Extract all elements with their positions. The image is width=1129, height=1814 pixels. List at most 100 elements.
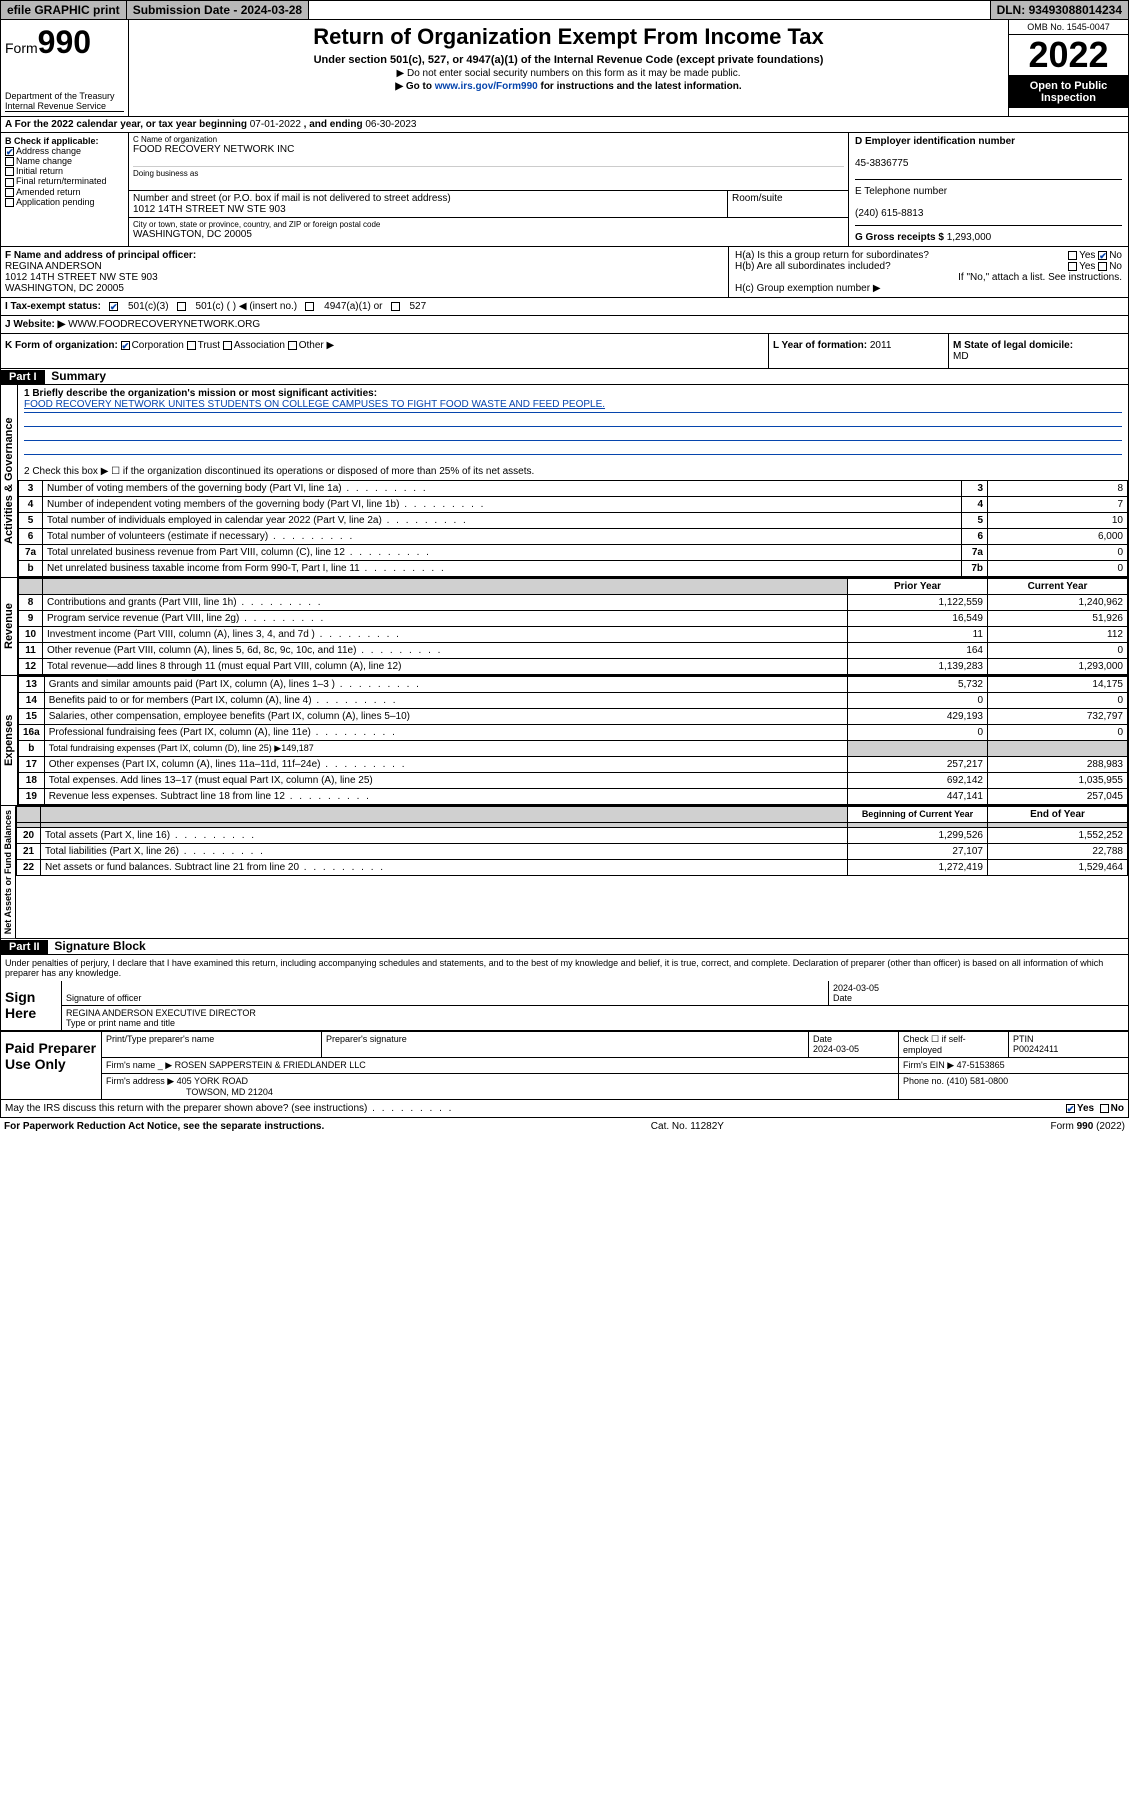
- hc-label: H(c) Group exemption number ▶: [735, 283, 1122, 294]
- line-5-num: 5: [19, 513, 43, 529]
- dba-label: Doing business as: [133, 166, 844, 178]
- firm-addr2: TOWSON, MD 21204: [186, 1087, 273, 1097]
- may-no: No: [1111, 1103, 1124, 1114]
- checkbox-trust[interactable]: [187, 341, 196, 350]
- period-middle: , and ending: [301, 119, 365, 130]
- website-label: J Website: ▶: [5, 319, 65, 330]
- opt-501c: 501(c) ( ) ◀ (insert no.): [196, 301, 298, 312]
- checkbox-corporation[interactable]: [121, 341, 130, 350]
- line-3-box: 3: [962, 481, 988, 497]
- spacer: [309, 1, 990, 19]
- mission-blank-3: [24, 441, 1122, 455]
- label-name-change: Name change: [16, 156, 72, 166]
- table-row: 19Revenue less expenses. Subtract line 1…: [19, 789, 1128, 805]
- tax-year: 2022: [1009, 35, 1128, 76]
- box-h: H(a) Is this a group return for subordin…: [728, 247, 1128, 297]
- header-center: Return of Organization Exempt From Incom…: [129, 20, 1008, 116]
- website-row: J Website: ▶ WWW.FOODRECOVERYNETWORK.ORG: [1, 316, 1128, 334]
- submission-date-cell: Submission Date - 2024-03-28: [127, 1, 309, 19]
- table-row: 21Total liabilities (Part X, line 26)27,…: [17, 844, 1128, 860]
- ha-label: H(a) Is this a group return for subordin…: [735, 250, 929, 261]
- table-row: 15Salaries, other compensation, employee…: [19, 709, 1128, 725]
- part-1-title: Summary: [47, 367, 110, 385]
- room-label: Room/suite: [732, 193, 844, 204]
- line-2-text: 2 Check this box ▶ ☐ if the organization…: [24, 466, 1122, 477]
- gross-receipts-label: G Gross receipts $: [855, 232, 947, 243]
- efile-label[interactable]: efile GRAPHIC print: [1, 1, 127, 19]
- netassets-table: Beginning of Current YearEnd of Year 20T…: [16, 806, 1128, 876]
- opt-527: 527: [410, 301, 427, 312]
- street-value: 1012 14TH STREET NW STE 903: [133, 204, 723, 215]
- label-address-change: Address change: [16, 146, 81, 156]
- ha-no: No: [1109, 250, 1122, 261]
- checkbox-4947[interactable]: [305, 302, 314, 311]
- sub3-pre: ▶ Go to: [395, 81, 434, 92]
- tax-status-label: I Tax-exempt status:: [5, 301, 101, 312]
- expenses-section: Expenses 13Grants and similar amounts pa…: [0, 676, 1129, 806]
- street-row: Number and street (or P.O. box if mail i…: [129, 191, 848, 218]
- checkbox-501c3[interactable]: [109, 302, 118, 311]
- line-5-text: Total number of individuals employed in …: [43, 513, 962, 529]
- hb-yes: Yes: [1079, 261, 1095, 272]
- checkbox-ha-no[interactable]: [1098, 251, 1107, 260]
- sig-officer-label: Signature of officer: [66, 993, 141, 1003]
- checkbox-may-no[interactable]: [1100, 1104, 1109, 1113]
- h-b-row: H(b) Are all subordinates included? Yes …: [735, 261, 1122, 272]
- table-row: 9Program service revenue (Part VIII, lin…: [19, 611, 1128, 627]
- checkbox-527[interactable]: [391, 302, 400, 311]
- netassets-vertical-label: Net Assets or Fund Balances: [1, 806, 16, 938]
- checkbox-may-yes[interactable]: [1066, 1104, 1075, 1113]
- line-7b-val: 0: [988, 561, 1128, 577]
- city-value: WASHINGTON, DC 20005: [133, 229, 844, 240]
- may-irs-row: May the IRS discuss this return with the…: [0, 1100, 1129, 1118]
- checkbox-amended[interactable]: [5, 188, 14, 197]
- prep-name-label: Print/Type preparer's name: [101, 1032, 321, 1057]
- table-row: 17Other expenses (Part IX, column (A), l…: [19, 757, 1128, 773]
- section-fh: F Name and address of principal officer:…: [0, 247, 1129, 369]
- open-pub-2: Inspection: [1041, 92, 1096, 104]
- line-3-val: 8: [988, 481, 1128, 497]
- checkbox-ha-yes[interactable]: [1068, 251, 1077, 260]
- mission-text: FOOD RECOVERY NETWORK UNITES STUDENTS ON…: [24, 399, 1122, 413]
- hb-label: H(b) Are all subordinates included?: [735, 261, 891, 272]
- part-1-badge: Part I: [1, 370, 45, 384]
- checkbox-hb-no[interactable]: [1098, 262, 1107, 271]
- irs-link[interactable]: www.irs.gov/Form990: [435, 81, 538, 92]
- checkbox-initial-return[interactable]: [5, 167, 14, 176]
- prep-date: 2024-03-05: [813, 1044, 859, 1054]
- checkbox-association[interactable]: [223, 341, 232, 350]
- hb-note: If "No," attach a list. See instructions…: [735, 272, 1122, 283]
- firm-name: ROSEN SAPPERSTEIN & FRIEDLANDER LLC: [175, 1060, 366, 1070]
- firm-ein: 47-5153865: [957, 1060, 1005, 1070]
- checkbox-501c[interactable]: [177, 302, 186, 311]
- form-number: Form990: [5, 24, 124, 61]
- opt-trust: Trust: [198, 340, 220, 351]
- ein-value: 45-3836775: [855, 158, 908, 169]
- form-subtitle-3: ▶ Go to www.irs.gov/Form990 for instruct…: [133, 81, 1004, 92]
- open-pub-1: Open to Public: [1030, 80, 1108, 92]
- kform-year: L Year of formation: 2011: [768, 334, 948, 368]
- checkbox-hb-yes[interactable]: [1068, 262, 1077, 271]
- top-bar: efile GRAPHIC print Submission Date - 20…: [0, 0, 1129, 20]
- line-6-text: Total number of volunteers (estimate if …: [43, 529, 962, 545]
- line-3-num: 3: [19, 481, 43, 497]
- period-prefix: A For the 2022 calendar year, or tax yea…: [5, 119, 250, 130]
- footer-right: Form 990 (2022): [1051, 1121, 1125, 1132]
- checkbox-application-pending[interactable]: [5, 198, 14, 207]
- opt-other: Other ▶: [299, 340, 334, 351]
- kform-row: K Form of organization: Corporation Trus…: [1, 334, 1128, 368]
- table-row: 10Investment income (Part VIII, column (…: [19, 627, 1128, 643]
- subdate-label: Submission Date -: [133, 3, 241, 17]
- checkbox-final-return[interactable]: [5, 178, 14, 187]
- gross-receipts-value: 1,293,000: [947, 232, 992, 243]
- checkbox-address-change[interactable]: [5, 147, 14, 156]
- checkbox-other[interactable]: [288, 341, 297, 350]
- firm-phone-label: Phone no.: [903, 1076, 947, 1086]
- box-f-label: F Name and address of principal officer:: [5, 250, 196, 261]
- omb-number: OMB No. 1545-0047: [1009, 20, 1128, 35]
- kform-state: M State of legal domicile:MD: [948, 334, 1128, 368]
- opt-4947: 4947(a)(1) or: [324, 301, 382, 312]
- label-final-return: Final return/terminated: [16, 176, 107, 186]
- line-3-text: Number of voting members of the governin…: [43, 481, 962, 497]
- checkbox-name-change[interactable]: [5, 157, 14, 166]
